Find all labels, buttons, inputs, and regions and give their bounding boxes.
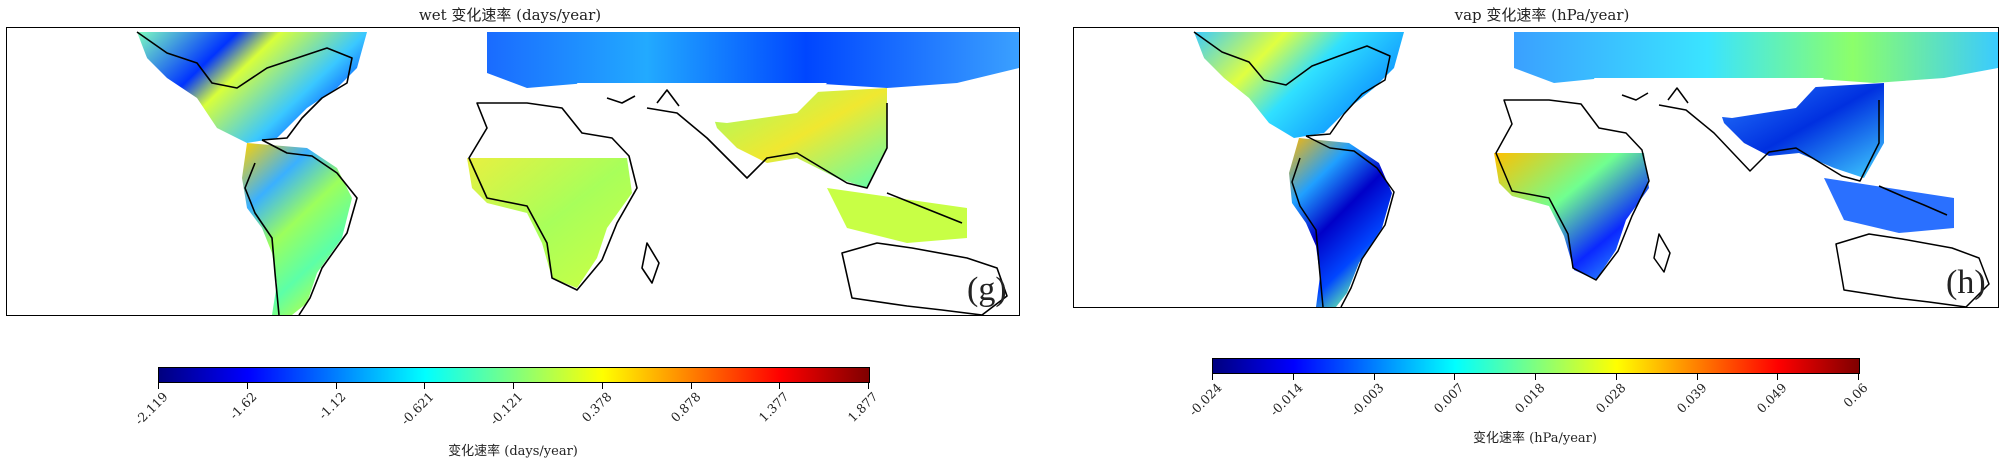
map-frame-h: (h) [1073,27,1999,308]
colorbar-tick-label: 0.378 [578,389,615,425]
colorbar-tick [868,383,869,389]
colorbar-tick-label: 0.007 [1430,380,1467,416]
map-frame-g: (g) [6,27,1020,316]
colorbar-tick-label: 1.877 [844,389,881,425]
colorbar-tick [1535,374,1536,380]
colorbar-tick-label: -1.12 [314,389,349,423]
colorbar-tick-label: 0.049 [1753,380,1790,416]
world-map-h [1109,31,1998,307]
colorbar-h [1212,358,1860,374]
colorbar-tick [1373,374,1375,380]
colorbar-tick-label: 0.018 [1511,380,1548,416]
colorbar-tick [335,383,337,389]
colorbar-g-label: 变化速率 (days/year) [448,444,578,459]
colorbar-tick [1858,374,1859,380]
colorbar-g [158,367,870,383]
colorbar-tick [1212,374,1213,380]
colorbar-tick [1615,374,1617,380]
colorbar-tick-label: -0.121 [486,389,526,428]
map-title-g: wet 变化速率 (days/year) [418,6,602,24]
colorbar-tick [246,383,248,389]
colorbar-tick [513,383,514,389]
colorbar-tick-label: -0.003 [1347,380,1387,419]
colorbar-tick-label: 0.028 [1592,380,1629,416]
colorbar-tick [1777,374,1779,380]
colorbar-tick [1292,374,1294,380]
colorbar-tick-label: 0.039 [1673,380,1710,416]
colorbar-tick [1454,374,1456,380]
colorbar-tick-label: -0.014 [1266,380,1306,419]
colorbar-tick-label: 0.06 [1840,380,1871,411]
colorbar-h-label: 变化速率 (hPa/year) [1473,431,1597,446]
panel-label-g: (g) [967,271,1007,308]
colorbar-tick-label: -1.62 [226,389,260,423]
colorbar-tick-label: -2.119 [131,389,171,428]
colorbar-tick-label: 0.878 [667,389,704,425]
world-map-g [47,31,1019,315]
colorbar-tick-label: 1.377 [755,389,792,425]
colorbar-tick [601,383,603,389]
colorbar-tick-label: -0.024 [1185,380,1225,419]
colorbar-tick [1696,374,1698,380]
panel-label-h: (h) [1946,264,1986,301]
colorbar-tick-label: -0.621 [397,389,437,428]
colorbar-tick [690,383,692,389]
colorbar-tick [779,383,781,389]
colorbar-tick [158,383,159,389]
colorbar-tick [424,383,426,389]
map-title-h: vap 变化速率 (hPa/year) [1454,6,1630,24]
